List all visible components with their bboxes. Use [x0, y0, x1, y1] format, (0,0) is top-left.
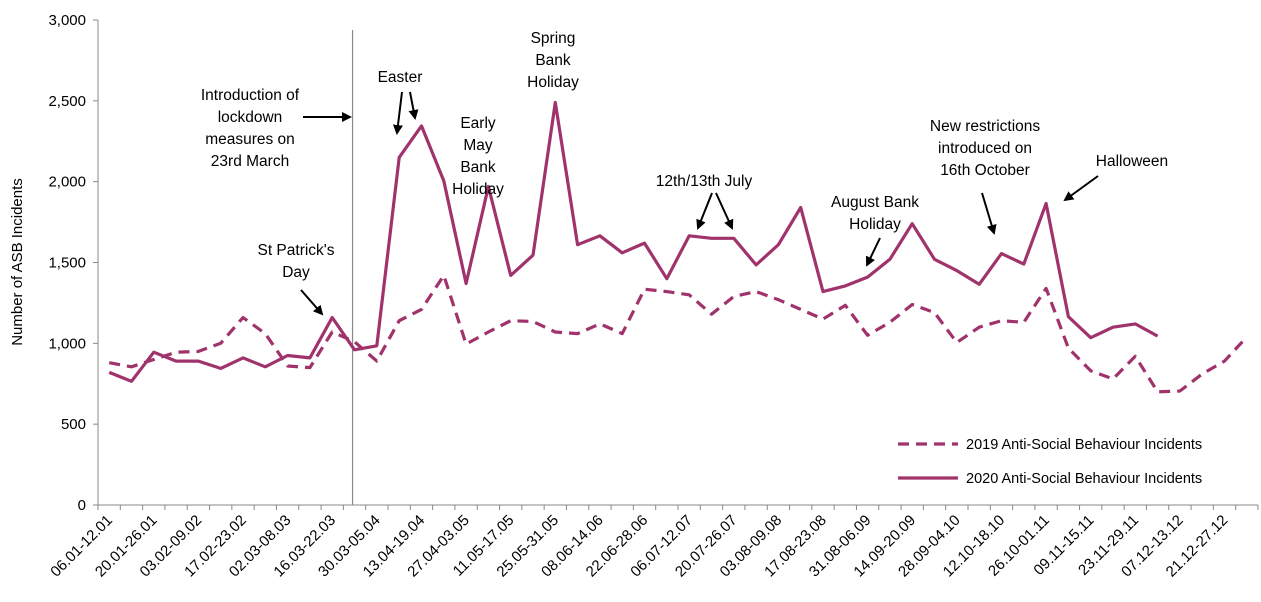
series-lines [108, 100, 1248, 394]
series-2019-line [108, 273, 1248, 394]
annotation-easter: Easter [378, 69, 423, 86]
annotation-spring-bank: Spring Bank Holiday [527, 30, 579, 91]
annotation-july: 12th/13th July [656, 173, 753, 190]
annotation-early-may-line: Holiday [452, 181, 504, 198]
annotation-early-may-line: Early [460, 115, 496, 132]
annotation-arrow [865, 237, 881, 267]
legend-label-2019: 2019 Anti-Social Behaviour Incidents [966, 437, 1202, 453]
annotation-july-line: 12th/13th July [656, 173, 753, 190]
annotation-halloween: Halloween [1096, 153, 1168, 170]
y-axis-label: Number of ASB Incidents [9, 178, 26, 346]
annotation-early-may: Early May Bank Holiday [452, 115, 504, 198]
legend: 2019 Anti-Social Behaviour Incidents 202… [898, 437, 1202, 487]
annotation-spring-bank-line: Bank [535, 52, 571, 69]
annotations: Introduction of lockdown measures on 23rd M… [201, 30, 1168, 316]
annotation-arrow [408, 91, 419, 120]
y-tick-labels: 0 500 1,000 1,500 2,000 2,500 3,000 [48, 12, 86, 514]
annotation-new-restrictions-line: New restrictions [930, 118, 1040, 135]
annotation-easter-line: Easter [378, 69, 423, 86]
annotation-lockdown-line: lockdown [218, 109, 283, 126]
annotation-st-patricks: St Patrick's Day [257, 242, 334, 281]
annotation-lockdown-line: Introduction of [201, 87, 300, 104]
annotation-new-restrictions-line: introduced on [938, 140, 1032, 157]
axes [93, 19, 1259, 510]
series-2020-line [108, 100, 1159, 383]
annotation-spring-bank-line: Holiday [527, 74, 579, 91]
annotation-august-bank-line: Holiday [849, 216, 901, 233]
annotation-lockdown: Introduction of lockdown measures on 23rd M… [201, 87, 300, 170]
annotation-spring-bank-line: Spring [531, 30, 576, 47]
annotation-early-may-line: May [463, 137, 493, 154]
annotation-arrow [300, 289, 324, 316]
annotation-arrow [981, 192, 997, 235]
annotation-august-bank-line: August Bank [831, 194, 919, 211]
legend-label-2020: 2020 Anti-Social Behaviour Incidents [966, 471, 1202, 487]
x-tick-labels: 06.01-12.0120.01-26.0103.02-09.0217.02-2… [47, 512, 1231, 581]
annotation-early-may-line: Bank [460, 159, 496, 176]
annotation-arrow [715, 192, 734, 230]
annotation-new-restrictions: New restrictions introduced on 16th Octobe… [930, 118, 1040, 179]
y-tick-label: 2,000 [48, 174, 86, 191]
annotation-arrow [1063, 175, 1099, 202]
annotation-arrow [696, 192, 713, 230]
y-tick-label: 2,500 [48, 93, 86, 110]
annotation-august-bank: August Bank Holiday [831, 194, 919, 233]
y-tick-label: 500 [61, 416, 86, 433]
annotation-halloween-line: Halloween [1096, 153, 1168, 170]
annotation-lockdown-line: measures on [205, 131, 295, 148]
annotation-arrow [393, 91, 403, 135]
annotation-new-restrictions-line: 16th October [940, 162, 1030, 179]
annotation-st-patricks-line: St Patrick's [257, 242, 334, 259]
annotation-st-patricks-line: Day [282, 264, 310, 281]
y-tick-label: 0 [78, 497, 86, 514]
y-tick-label: 3,000 [48, 12, 86, 29]
y-tick-label: 1,000 [48, 335, 86, 352]
annotation-lockdown-line: 23rd March [211, 153, 289, 170]
y-tick-label: 1,500 [48, 255, 86, 272]
